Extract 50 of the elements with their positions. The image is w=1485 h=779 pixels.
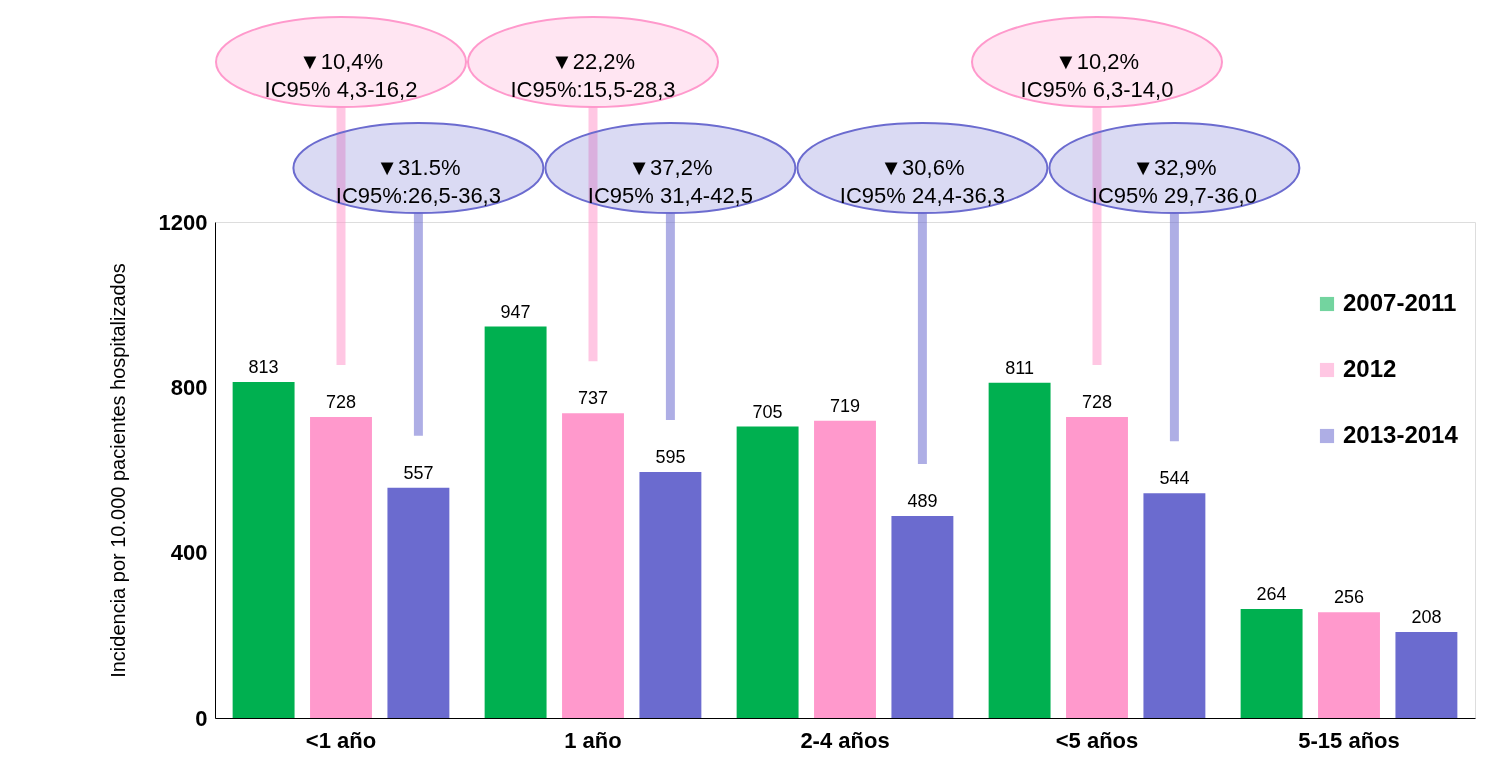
data-label: 947	[500, 301, 531, 322]
data-label: 489	[907, 490, 938, 511]
x-tick-label: 5-15 años	[1298, 727, 1400, 753]
bar	[736, 426, 799, 718]
y-axis-title: Incidencia por 10.000 pacientes hospitalizados	[106, 263, 129, 678]
text: ▼10,4% IC95% 4,3-16,2	[264, 49, 418, 102]
bar	[988, 382, 1051, 718]
text: ▼32,9% IC95% 29,7-36,0	[1091, 155, 1257, 208]
x-tick-label: <5 años	[1055, 727, 1139, 753]
y-tick-label: 1200	[158, 209, 208, 235]
data-label: 737	[577, 388, 609, 409]
x-tick-label: <1 año	[305, 727, 377, 753]
legend-label: 2012	[1343, 355, 1397, 382]
data-label: 557	[403, 462, 434, 483]
data-label: 256	[1333, 587, 1365, 608]
x-tick-label: 1 año	[564, 727, 622, 753]
text: ▼10,2% IC95% 6,3-14,0	[1020, 49, 1174, 102]
data-label: 544	[1159, 468, 1190, 489]
text: ▼22,2% IC95%:15,5-28,3	[510, 49, 676, 102]
bar	[232, 381, 295, 718]
data-label: 811	[1005, 357, 1034, 378]
bar	[1240, 608, 1303, 718]
data-label: 705	[752, 401, 783, 422]
y-tick-label: 400	[170, 540, 208, 566]
bar	[1066, 417, 1128, 718]
bar	[1395, 632, 1458, 718]
data-label: 728	[325, 392, 357, 413]
x-tick-label: 2-4 años	[800, 727, 890, 753]
legend-label: 2013-2014	[1343, 421, 1459, 448]
data-label: 264	[1256, 583, 1287, 604]
data-label: 728	[1081, 392, 1113, 413]
y-tick-label: 800	[170, 374, 208, 400]
bar	[1318, 612, 1380, 718]
bar	[562, 413, 624, 718]
text: ▼31.5% IC95%:26,5-36,3	[335, 155, 501, 208]
data-label: 813	[248, 356, 279, 377]
bar	[387, 487, 450, 718]
data-label: 719	[829, 395, 861, 416]
bar	[814, 420, 876, 718]
bar	[310, 417, 372, 718]
text: ▼30,6% IC95% 24,4-36,3	[839, 155, 1005, 208]
bar	[639, 472, 702, 718]
y-tick-label: 0	[195, 705, 208, 731]
bar	[1143, 493, 1206, 718]
bar	[891, 515, 954, 718]
data-label: 208	[1411, 607, 1442, 628]
text: ▼37,2% IC95% 31,4-42,5	[587, 155, 753, 208]
legend-label: 2007-2011	[1343, 289, 1457, 316]
data-label: 595	[655, 447, 686, 468]
bar	[484, 326, 547, 718]
